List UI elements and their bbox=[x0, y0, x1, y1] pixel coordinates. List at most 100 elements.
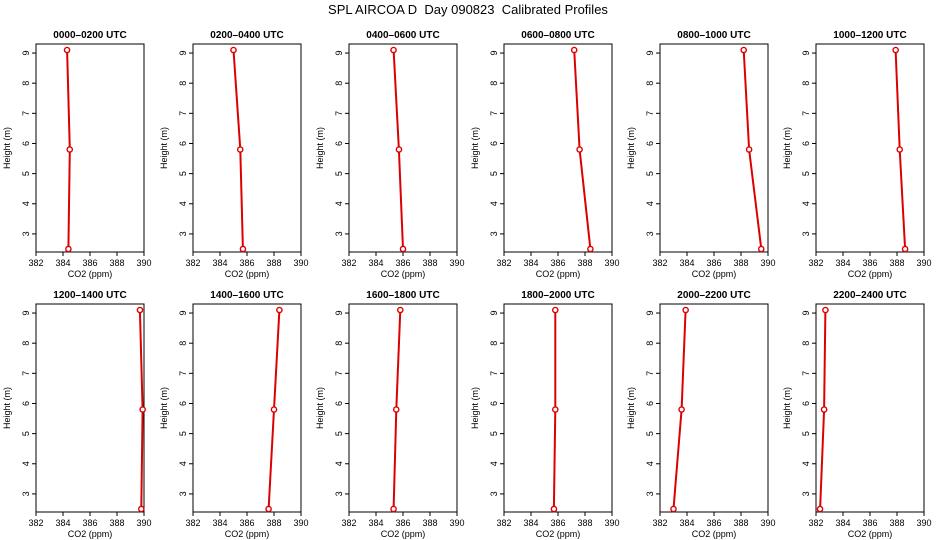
panel-title: 2000–2200 UTC bbox=[677, 290, 750, 301]
y-tick-label: 5 bbox=[801, 171, 811, 176]
y-tick-label: 8 bbox=[489, 341, 499, 346]
y-tick-label: 3 bbox=[645, 491, 655, 496]
panel-title: 1000–1200 UTC bbox=[833, 30, 906, 41]
y-tick-label: 7 bbox=[801, 111, 811, 116]
x-tick-label: 388 bbox=[109, 258, 124, 268]
y-axis-label: Height (m) bbox=[159, 127, 169, 169]
y-axis-label: Height (m) bbox=[2, 387, 12, 429]
x-tick-label: 390 bbox=[760, 518, 775, 528]
panel-title: 1400–1600 UTC bbox=[210, 290, 283, 301]
profile-point bbox=[820, 406, 828, 413]
y-tick-label: 8 bbox=[801, 341, 811, 346]
y-tick-label: 3 bbox=[489, 491, 499, 496]
y-tick-label: 6 bbox=[334, 141, 344, 146]
panel-title: 1200–1400 UTC bbox=[53, 290, 126, 301]
profile-point bbox=[137, 505, 145, 513]
y-tick-label: 7 bbox=[801, 371, 811, 376]
y-tick-label: 7 bbox=[645, 371, 655, 376]
y-tick-label: 4 bbox=[489, 461, 499, 466]
profile-panel: 1400–1600 UTC 382 384 386 388 390 3 4 5 6 7 8 9 CO2 (… bbox=[159, 290, 309, 539]
x-tick-label: 390 bbox=[293, 518, 308, 528]
y-tick-label: 4 bbox=[801, 201, 811, 206]
y-axis-label: Height (m) bbox=[470, 387, 480, 429]
y-tick-label: 4 bbox=[334, 461, 344, 466]
panel-title: 0200–0400 UTC bbox=[210, 30, 283, 41]
x-tick-label: 386 bbox=[706, 518, 721, 528]
y-tick-label: 9 bbox=[21, 311, 31, 316]
y-tick-label: 7 bbox=[178, 371, 188, 376]
x-tick-label: 382 bbox=[341, 518, 356, 528]
y-tick-label: 6 bbox=[645, 401, 655, 406]
x-tick-label: 384 bbox=[679, 258, 694, 268]
y-tick-label: 6 bbox=[801, 401, 811, 406]
y-tick-label: 5 bbox=[21, 171, 31, 176]
y-tick-label: 4 bbox=[334, 201, 344, 206]
x-axis-label: CO2 (ppm) bbox=[225, 529, 270, 539]
y-tick-label: 9 bbox=[21, 51, 31, 56]
profile-point bbox=[65, 245, 72, 253]
profile-point bbox=[395, 146, 403, 153]
y-tick-label: 3 bbox=[178, 231, 188, 236]
x-tick-label: 386 bbox=[550, 518, 565, 528]
profile-point bbox=[276, 306, 283, 314]
profile-panel: 1200–1400 UTC 382 384 386 388 390 3 4 5 6 7 8 9 CO2 (… bbox=[2, 290, 152, 539]
y-tick-label: 5 bbox=[645, 431, 655, 436]
profile-point bbox=[587, 245, 594, 253]
y-tick-label: 6 bbox=[21, 401, 31, 406]
x-axis-label: CO2 (ppm) bbox=[536, 269, 581, 279]
x-tick-label: 382 bbox=[496, 518, 511, 528]
x-tick-label: 382 bbox=[28, 258, 43, 268]
x-tick-label: 384 bbox=[368, 518, 383, 528]
x-tick-label: 384 bbox=[368, 258, 383, 268]
x-tick-label: 388 bbox=[889, 258, 904, 268]
profile-point bbox=[270, 406, 278, 413]
x-tick-label: 386 bbox=[82, 258, 97, 268]
plot-frame bbox=[503, 43, 613, 253]
x-tick-label: 390 bbox=[293, 258, 308, 268]
plot-frame bbox=[192, 303, 302, 513]
y-axis-label: Height (m) bbox=[2, 127, 12, 169]
y-tick-label: 4 bbox=[489, 201, 499, 206]
x-tick-label: 384 bbox=[55, 258, 70, 268]
x-tick-label: 382 bbox=[28, 518, 43, 528]
y-tick-label: 8 bbox=[645, 81, 655, 86]
y-tick-label: 3 bbox=[801, 231, 811, 236]
y-axis-label: Height (m) bbox=[782, 387, 792, 429]
plot-frame bbox=[815, 303, 925, 513]
profile-point bbox=[822, 306, 829, 314]
y-tick-label: 9 bbox=[178, 51, 188, 56]
y-axis-label: Height (m) bbox=[782, 127, 792, 169]
profile-point bbox=[396, 306, 404, 314]
y-axis-label: Height (m) bbox=[470, 127, 480, 169]
x-tick-label: 382 bbox=[808, 258, 823, 268]
x-tick-label: 384 bbox=[523, 518, 538, 528]
x-axis-label: CO2 (ppm) bbox=[381, 269, 426, 279]
y-tick-label: 9 bbox=[178, 311, 188, 316]
x-tick-label: 382 bbox=[652, 258, 667, 268]
x-tick-label: 390 bbox=[604, 258, 619, 268]
y-tick-label: 6 bbox=[801, 141, 811, 146]
x-tick-label: 390 bbox=[760, 258, 775, 268]
profile-point bbox=[63, 46, 71, 54]
y-tick-label: 3 bbox=[801, 491, 811, 496]
x-tick-label: 388 bbox=[577, 258, 592, 268]
x-tick-label: 384 bbox=[835, 518, 850, 528]
x-tick-label: 382 bbox=[185, 258, 200, 268]
profile-point bbox=[892, 46, 899, 54]
y-tick-label: 6 bbox=[489, 141, 499, 146]
plot-frame bbox=[348, 43, 458, 253]
y-tick-label: 8 bbox=[489, 81, 499, 86]
profile-panel: 1800–2000 UTC 382 384 386 388 390 3 4 5 6 7 8 9 CO2 (… bbox=[470, 290, 620, 539]
profile-point bbox=[896, 146, 904, 153]
panel-title: 2200–2400 UTC bbox=[833, 290, 906, 301]
profile-point bbox=[570, 46, 578, 54]
panel-title: 0400–0600 UTC bbox=[366, 30, 439, 41]
y-axis-label: Height (m) bbox=[626, 387, 636, 429]
y-axis-label: Height (m) bbox=[315, 127, 325, 169]
x-axis-label: CO2 (ppm) bbox=[692, 529, 737, 539]
y-tick-label: 6 bbox=[21, 141, 31, 146]
y-tick-label: 7 bbox=[489, 111, 499, 116]
y-tick-label: 9 bbox=[334, 311, 344, 316]
panel-title: 0600–0800 UTC bbox=[521, 30, 594, 41]
x-tick-label: 388 bbox=[422, 518, 437, 528]
